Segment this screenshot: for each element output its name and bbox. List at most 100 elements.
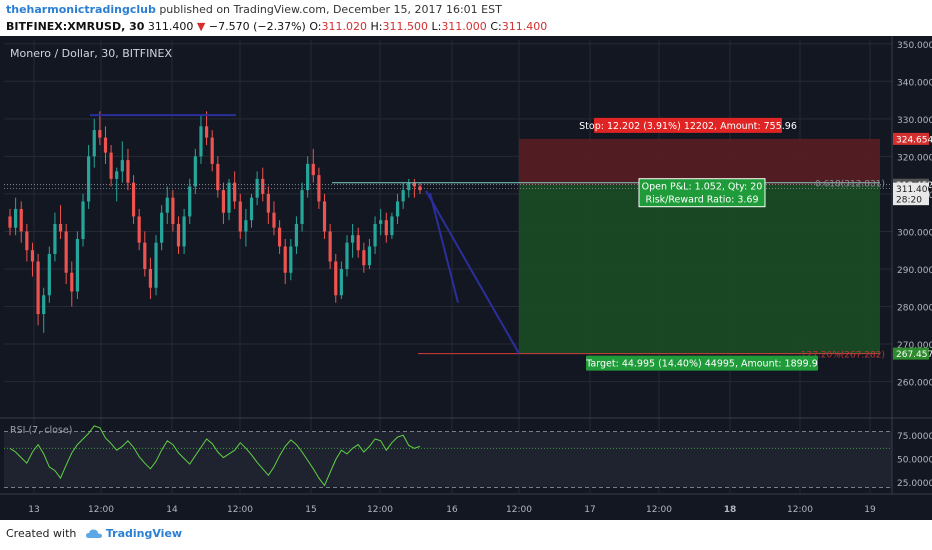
- candle-body: [317, 175, 321, 202]
- price-tag-label: 267.457: [896, 350, 932, 360]
- symbol-line: BITFINEX:XMRUSD, 30 311.400 ▼ −7.570 (−2…: [6, 20, 547, 33]
- price-tick-label: 280.000: [897, 304, 932, 314]
- candle-body: [58, 223, 63, 232]
- candle-body: [255, 178, 259, 198]
- time-tick-label: 12:00: [227, 505, 253, 515]
- price-tick-label: 320.000: [897, 153, 932, 163]
- candle-body: [418, 186, 422, 191]
- rr-label: Risk/Reward Ratio: 3.69: [645, 195, 758, 206]
- rsi-line: [9, 425, 421, 487]
- time-tick-label: 12:00: [506, 505, 532, 515]
- price-tag-box: [893, 132, 929, 145]
- candle-body: [171, 197, 175, 224]
- candle-body: [294, 223, 299, 247]
- candles: [8, 111, 422, 333]
- candle-body: [120, 160, 124, 172]
- candle-body: [131, 182, 136, 217]
- time-tick-label: 16: [446, 505, 458, 515]
- candle-body: [92, 130, 96, 157]
- candle-body: [165, 197, 169, 213]
- price-tick-label: 290.000: [897, 266, 932, 276]
- footer: Created with TradingView: [6, 527, 182, 540]
- candle-body: [328, 231, 332, 262]
- price-tick-label: 340.000: [897, 78, 932, 88]
- candle-body: [210, 137, 214, 164]
- price-tick-label: 260.000: [897, 379, 932, 389]
- candle-body: [306, 163, 310, 191]
- candle-body: [154, 242, 158, 288]
- candle-body: [277, 227, 282, 247]
- candle-body: [19, 208, 23, 232]
- candle-body: [30, 250, 35, 262]
- axes: 350.000340.000330.000320.000310.000300.0…: [0, 36, 932, 515]
- candle-body: [42, 295, 46, 315]
- stop-zone: [519, 138, 880, 185]
- target-label: Target: 44.995 (14.40%) 44995, Amount: 1…: [585, 359, 818, 370]
- candle-body: [14, 208, 18, 228]
- publish-line: theharmonictradingclub published on Trad…: [6, 3, 502, 16]
- candle-body: [407, 182, 411, 191]
- price-tag-box: [893, 347, 929, 360]
- price-chart[interactable]: 0.618(312.831) 127.20%(267.282) Stop: 12.2…: [0, 36, 932, 520]
- last-price: 311.400: [147, 20, 194, 33]
- chart-title: Monero / Dollar, 30, BITFINEX: [10, 47, 172, 60]
- price-tick-label: 330.000: [897, 116, 932, 126]
- candle-body: [70, 272, 74, 292]
- pnl-box: [638, 178, 766, 208]
- time-tick-label: 15: [305, 505, 316, 515]
- candle-body: [103, 137, 108, 153]
- candle-body: [373, 223, 377, 247]
- candle-body: [193, 156, 197, 187]
- price-tag-label: 311.400: [896, 185, 932, 195]
- time-tick-label: 12:00: [646, 505, 672, 515]
- candle-body: [182, 216, 186, 247]
- rsi-tick-label: 25.0000: [897, 479, 932, 489]
- candle-body: [283, 246, 287, 273]
- candle-body: [25, 231, 29, 251]
- author-link[interactable]: theharmonictradingclub: [6, 3, 156, 16]
- candle-body: [356, 235, 360, 251]
- candle-body: [266, 193, 270, 213]
- high-value: 311.500: [382, 20, 428, 33]
- rsi-pane: RSI (7, close): [4, 425, 892, 488]
- candle-body: [390, 216, 394, 236]
- time-tick-label: 12:00: [88, 505, 114, 515]
- tradingview-cloud-icon: [85, 529, 102, 538]
- candle-body: [148, 268, 153, 288]
- pnl-label: Open P&L: 1.052, Qty: 20: [642, 182, 763, 193]
- candle-body: [176, 223, 181, 247]
- candle-body: [143, 242, 147, 269]
- low-label: L:: [431, 20, 442, 33]
- candle-body: [384, 220, 388, 236]
- drawings: 0.618(312.831) 127.20%(267.282) Stop: 12.2…: [4, 114, 892, 371]
- candle-body: [395, 201, 400, 217]
- candle-body: [36, 261, 40, 315]
- time-tick-label: 19: [864, 505, 876, 515]
- price-tick-label: 300.000: [897, 228, 932, 238]
- candle-body: [227, 182, 231, 213]
- candle-body: [204, 126, 209, 138]
- projection-line: [425, 190, 520, 354]
- symbol-label: BITFINEX:XMRUSD, 30: [6, 20, 145, 33]
- candle-body: [289, 246, 293, 273]
- candle-body: [300, 190, 304, 224]
- projection-line-short: [429, 192, 459, 304]
- candle-body: [362, 250, 366, 266]
- candle-body: [87, 156, 91, 202]
- candle-body: [367, 246, 372, 266]
- candle-body: [339, 268, 343, 296]
- candle-body: [238, 201, 242, 232]
- tradingview-brand[interactable]: TradingView: [105, 527, 183, 540]
- candle-body: [216, 163, 220, 191]
- candle-body: [272, 212, 276, 228]
- candle-body: [351, 235, 355, 243]
- candle-body: [75, 238, 79, 292]
- position-zones: [519, 138, 880, 354]
- stop-label-box: [594, 117, 782, 133]
- candle-body: [64, 231, 68, 273]
- candle-body: [137, 216, 141, 243]
- candle-body: [249, 197, 254, 221]
- time-tick-label: 18: [724, 505, 737, 515]
- time-tick-label: 12:00: [367, 505, 393, 515]
- rsi-title: RSI (7, close): [10, 425, 72, 436]
